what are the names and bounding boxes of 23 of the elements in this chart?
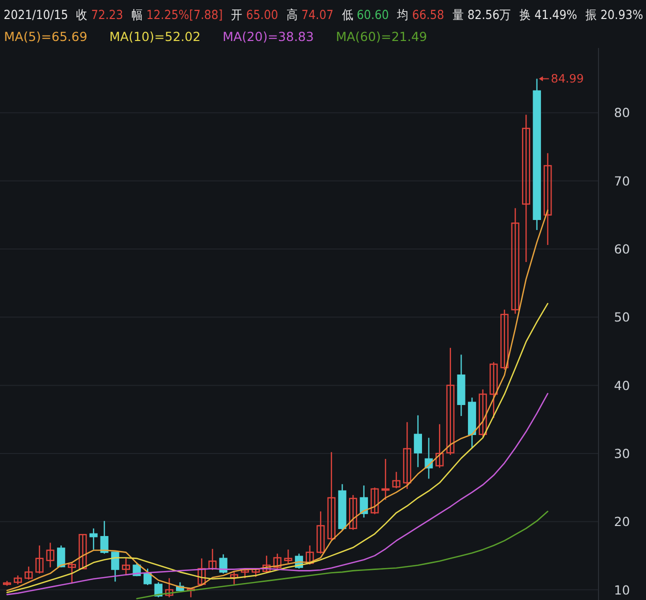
- y-tick-label: 60: [614, 242, 630, 257]
- text: 2021/10/15: [4, 7, 68, 22]
- text: 高 74.07: [286, 7, 334, 22]
- text: MA(5)=65.69: [4, 29, 88, 44]
- text: 量 82.56万: [452, 7, 511, 22]
- annotation: 84.99: [550, 72, 584, 86]
- text: 换 41.49%: [520, 7, 578, 22]
- y-tick-label: 50: [614, 310, 630, 325]
- text: 低 60.60: [342, 7, 389, 22]
- text: 幅 12.25%[7.88]: [132, 7, 223, 22]
- y-tick-label: 70: [614, 173, 630, 188]
- y-tick-label: 10: [614, 582, 630, 598]
- text: MA(10)=52.02: [109, 29, 201, 44]
- text: MA(20)=38.83: [222, 29, 314, 44]
- y-tick-label: 80: [614, 105, 630, 120]
- y-tick-label: 20: [614, 514, 630, 530]
- text: 均 66.58: [396, 7, 444, 22]
- y-tick-label: 40: [614, 378, 630, 393]
- y-tick-label: 30: [614, 446, 630, 461]
- text: 收 72.23: [76, 7, 124, 22]
- text: 振 20.93%: [586, 7, 644, 22]
- text: MA(60)=21.49: [336, 29, 428, 44]
- text: 开 65.00: [231, 7, 278, 22]
